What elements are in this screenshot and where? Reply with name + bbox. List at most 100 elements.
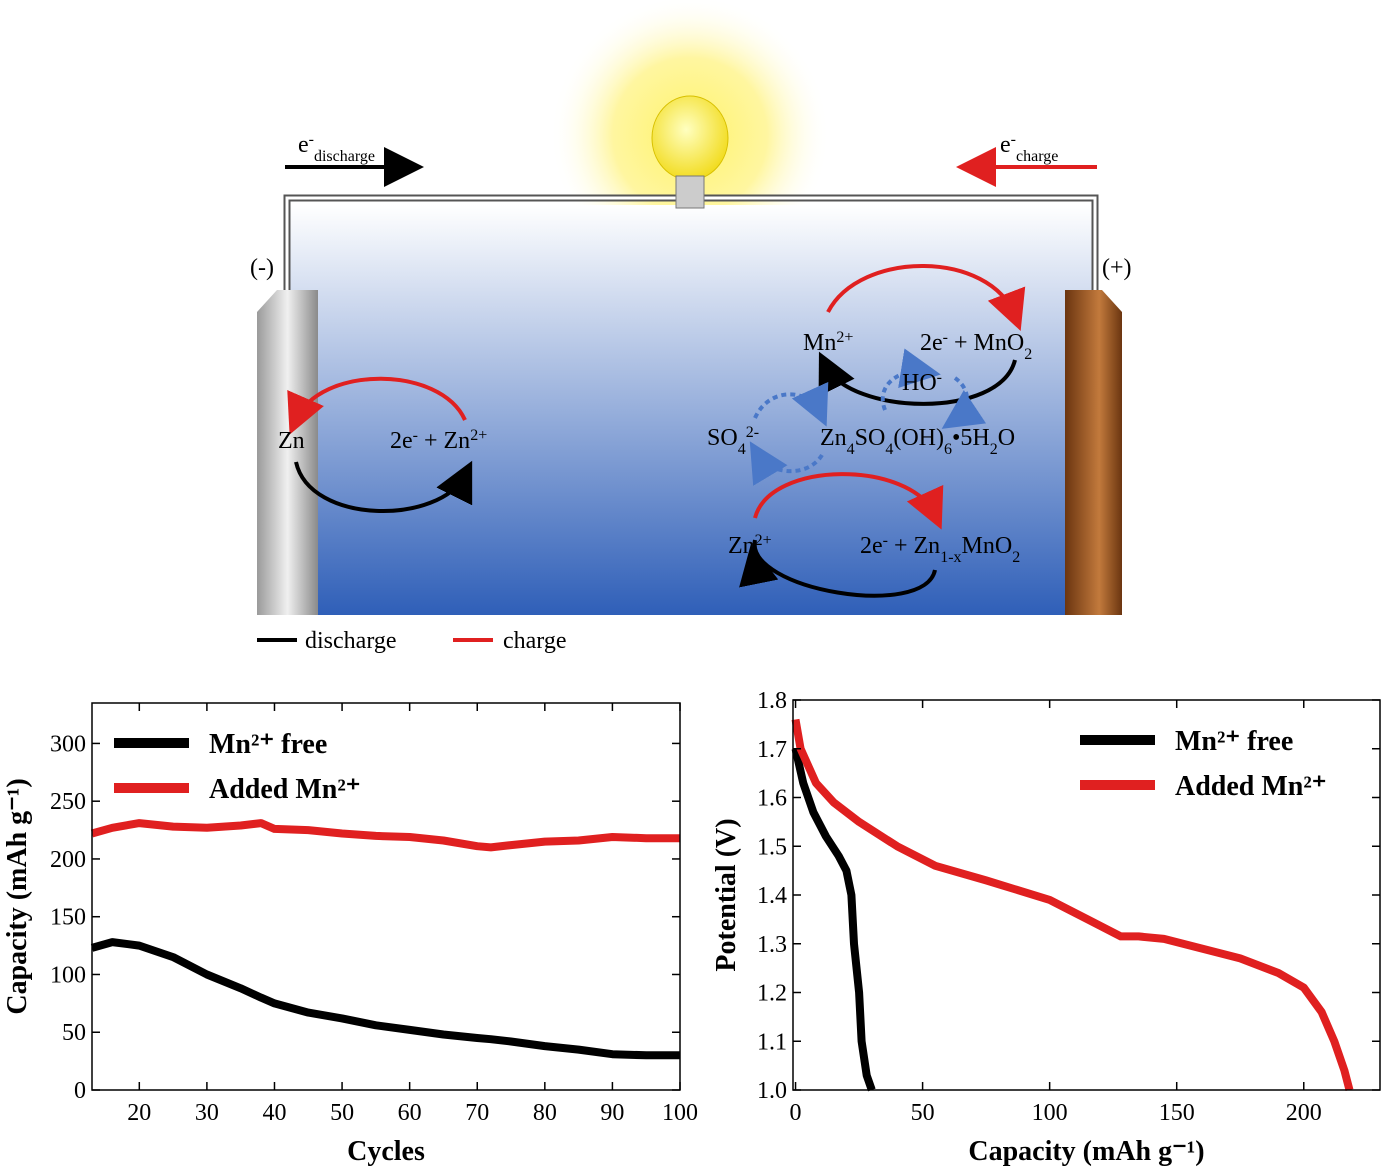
data-line: [791, 718, 1354, 1092]
y-tick-label: 300: [50, 731, 86, 757]
line-chart: 0 50 100 150 200 1.0 1.1 1.2 1.3 1.4 1.5 1.6 1.7 1.8 C…: [711, 688, 1381, 1167]
y-axis-label: Potential (V): [711, 818, 742, 971]
y-tick-label: 100: [50, 962, 86, 988]
label-part: e: [1000, 132, 1011, 158]
x-tick-label: 60: [398, 1100, 422, 1126]
label-part: 1-x: [940, 549, 961, 566]
label-part: Zn: [820, 425, 847, 451]
label-part: discharge: [305, 628, 397, 654]
x-tick-label: 50: [911, 1100, 935, 1126]
y-tick-label: 0: [74, 1078, 86, 1104]
label-part: -: [309, 131, 314, 148]
y-tick-label: 1.5: [757, 834, 787, 860]
diagram-label: Zn: [278, 428, 305, 454]
x-tick-label: 100: [662, 1100, 698, 1126]
diagram-label: 2e- + Zn1-xMnO2: [860, 532, 1020, 566]
mno2-electrode: [1065, 290, 1122, 615]
diagram-label: 2e- + MnO2: [920, 329, 1032, 363]
label-part: HO: [902, 370, 937, 396]
zn-charge-arrow: [287, 376, 467, 435]
label-part: -: [937, 369, 942, 386]
label-part: + Zn: [888, 533, 940, 559]
diagram-label: discharge: [305, 628, 397, 654]
label-part: 2: [1012, 549, 1020, 566]
x-tick-label: 150: [1159, 1100, 1195, 1126]
label-part: •5H: [952, 425, 990, 451]
line-chart: 20 30 40 50 60 70 80 90 100 0 50 100 150 200 250 300 Cyc…: [2, 702, 698, 1167]
label-part: + MnO: [948, 330, 1024, 356]
label-part: (-): [250, 255, 274, 281]
x-tick-label: 100: [1032, 1100, 1068, 1126]
cell-diagram: [257, 0, 1122, 642]
label-part: + Zn: [418, 428, 470, 454]
label-part: e: [298, 132, 309, 158]
label-part: (+): [1102, 255, 1132, 281]
y-tick-label: 50: [62, 1020, 86, 1046]
label-part: Mn: [803, 330, 836, 356]
legend-label: Mn²⁺ free: [209, 729, 327, 760]
data-line: [90, 938, 680, 1060]
x-tick-label: 20: [127, 1100, 151, 1126]
zn-electrode: [257, 290, 318, 615]
label-part: charge: [503, 628, 567, 654]
diagram-label: (+): [1102, 255, 1132, 281]
hydroxide-arrow: [941, 376, 987, 429]
label-part: 2+: [836, 329, 853, 346]
diagram-label: Mn2+: [803, 329, 853, 357]
x-tick-label: 200: [1286, 1100, 1322, 1126]
x-tick-label: 0: [790, 1100, 802, 1126]
zn2-discharge-head: [739, 544, 779, 588]
label-part: -: [883, 532, 888, 549]
label-part: 2: [1024, 346, 1032, 363]
y-tick-label: 250: [50, 789, 86, 815]
label-part: 2e: [390, 428, 413, 454]
data-line: [791, 747, 876, 1092]
label-part: 2+: [470, 427, 487, 444]
plot-frame: [91, 702, 681, 1091]
legend-label: Added Mn²⁺: [209, 774, 361, 805]
data-line: [90, 819, 680, 852]
label-part: -: [1011, 131, 1016, 148]
label-part: 4: [885, 441, 893, 458]
label-part: 2e: [860, 533, 883, 559]
x-tick-label: 80: [533, 1100, 557, 1126]
x-tick-label: 40: [262, 1100, 286, 1126]
label-part: 2: [990, 441, 998, 458]
label-part: Zn: [278, 428, 305, 454]
sulfate-arrow: [753, 381, 829, 427]
label-part: 2e: [920, 330, 943, 356]
x-tick-label: 90: [600, 1100, 624, 1126]
y-tick-label: 150: [50, 905, 86, 931]
legend-label: Mn²⁺ free: [1175, 726, 1293, 757]
x-tick-label: 50: [330, 1100, 354, 1126]
label-part: discharge: [314, 148, 375, 165]
sulfate-arrow: [749, 441, 824, 486]
label-part: 4: [738, 441, 746, 458]
label-part: charge: [1016, 148, 1058, 165]
y-axis-label: Capacity (mAh g⁻¹): [2, 778, 33, 1014]
diagram-label: SO42-: [707, 424, 759, 458]
y-tick-label: 1.8: [757, 688, 787, 714]
label-part: O: [998, 425, 1015, 451]
plot-frame: [792, 699, 1381, 1091]
diagram-label: (-): [250, 255, 274, 281]
mn-discharge-arrow: [818, 351, 1017, 406]
label-part: 2+: [755, 532, 772, 549]
zn2-charge-arrow: [753, 472, 944, 530]
y-tick-label: 1.2: [757, 981, 787, 1007]
label-part: 4: [847, 441, 855, 458]
label-part: 2-: [746, 424, 759, 441]
bulb-base: [675, 175, 705, 209]
y-tick-label: 1.7: [757, 737, 787, 763]
diagram-label: Zn4SO4(OH)6•5H2O: [820, 425, 1015, 458]
diagram-label: e-charge: [1000, 131, 1058, 165]
x-axis-label: Capacity (mAh g⁻¹): [968, 1136, 1204, 1167]
y-tick-label: 1.4: [757, 883, 787, 909]
x-axis-label: Cycles: [347, 1136, 425, 1167]
legend-label: Added Mn²⁺: [1175, 771, 1327, 802]
mn-charge-arrow: [826, 264, 1026, 331]
diagram-label: HO-: [902, 369, 942, 397]
y-tick-label: 1.6: [757, 786, 787, 812]
diagram-label: e-discharge: [298, 131, 375, 165]
